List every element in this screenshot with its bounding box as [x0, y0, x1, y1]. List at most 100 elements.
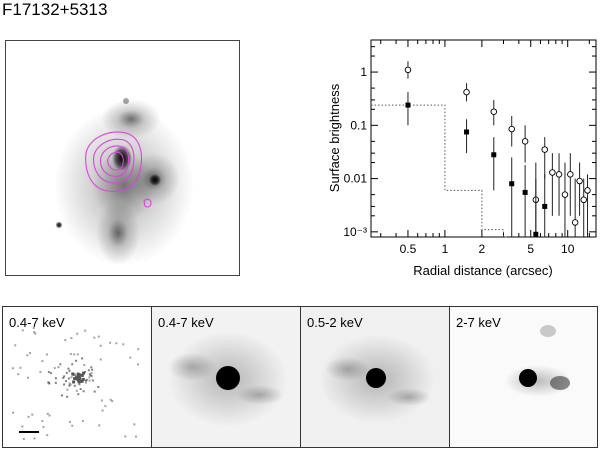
event-pixel	[41, 420, 44, 423]
event-pixel	[67, 377, 70, 380]
event-pixel	[99, 358, 102, 361]
event-pixel	[109, 341, 112, 344]
panel-divider	[300, 307, 301, 447]
event-pixel	[71, 424, 74, 427]
event-pixel	[33, 331, 36, 334]
event-pixel	[46, 412, 49, 415]
event-pixel	[22, 437, 25, 440]
event-pixel	[41, 360, 44, 363]
panel-label: 0.4-7 keV	[158, 315, 214, 330]
y-tick-label: 0.1	[350, 118, 367, 132]
radial-profile-plot: 0.5 1 2 5 10 1 0.1 0.01 10⁻³ Radial distance (ar…	[318, 30, 600, 282]
smoothed-image-soft	[301, 307, 449, 447]
event-pixel	[79, 378, 82, 381]
event-pixel	[14, 344, 17, 347]
event-pixel	[75, 359, 78, 362]
event-pixel	[104, 405, 107, 408]
event-pixel	[76, 332, 79, 335]
event-pixel	[32, 327, 35, 330]
event-pixel	[45, 353, 48, 356]
event-pixel	[73, 377, 77, 381]
event-pixel	[83, 364, 86, 367]
event-pixel	[69, 383, 72, 386]
event-pixel	[67, 367, 70, 370]
xray-panel-full-band: 0.4-7 keV	[152, 307, 300, 447]
event-pixel	[73, 384, 76, 387]
event-pixel	[59, 363, 62, 366]
data-point-open	[561, 191, 569, 198]
smoothed-image-full	[152, 307, 300, 447]
event-pixel	[66, 395, 69, 398]
event-pixel	[49, 372, 52, 375]
event-pixel	[11, 367, 14, 370]
panel-divider	[449, 307, 450, 447]
data-point-open	[490, 108, 498, 115]
event-pixel	[47, 381, 50, 384]
event-pixel	[81, 420, 84, 423]
event-pixel	[93, 390, 96, 393]
event-pixel	[75, 389, 78, 392]
event-pixel	[78, 376, 82, 380]
event-pixel	[26, 354, 29, 357]
event-pixel	[34, 332, 37, 335]
x-tick-label: 0.5	[400, 242, 417, 256]
event-pixel	[72, 380, 76, 384]
event-pixel	[88, 379, 91, 382]
event-pixel	[71, 372, 75, 376]
data-point-filled	[509, 181, 515, 187]
plot-frame	[370, 39, 597, 238]
data-point-open	[571, 219, 579, 226]
smoothed-image-hard	[450, 307, 597, 447]
event-pixel	[68, 369, 71, 372]
field-star	[55, 221, 63, 229]
event-pixel	[76, 377, 80, 381]
event-pixel	[74, 373, 77, 376]
event-pixel	[57, 366, 60, 369]
event-pixel	[137, 363, 140, 366]
event-pixel	[91, 368, 94, 371]
model-psf-line	[371, 104, 509, 238]
event-pixel	[129, 356, 132, 359]
xray-source	[366, 368, 386, 388]
event-pixel	[93, 336, 96, 339]
data-point-filled	[491, 152, 497, 158]
event-pixel	[81, 377, 85, 381]
panel-label: 0.5-2 keV	[307, 315, 363, 330]
event-pixel	[81, 357, 84, 360]
event-pixel	[70, 376, 73, 379]
panel-label: 2-7 keV	[456, 315, 501, 330]
event-pixel	[88, 376, 91, 379]
event-pixel	[47, 370, 50, 373]
event-pixel	[97, 335, 100, 338]
event-pixel	[84, 381, 87, 384]
x-axis-label: Radial distance (arcsec)	[413, 263, 552, 278]
panel-divider	[151, 307, 152, 447]
event-pixel	[80, 379, 84, 383]
event-pixel	[26, 376, 29, 379]
event-pixel	[79, 388, 82, 391]
data-point-filled	[522, 189, 528, 195]
data-point-open	[580, 196, 587, 204]
data-point-open	[541, 146, 548, 153]
event-pixel	[33, 437, 36, 440]
event-pixel	[78, 383, 81, 386]
event-pixel	[70, 337, 73, 340]
event-pixel	[71, 363, 74, 366]
panel-label: 0.4-7 keV	[9, 315, 65, 330]
data-point-open	[567, 171, 574, 178]
event-pixel	[76, 353, 79, 356]
event-pixel	[12, 411, 15, 414]
y-tick-label: 0.01	[344, 172, 368, 186]
optical-image-panel	[5, 40, 240, 276]
event-pixel	[90, 374, 93, 377]
event-pixel	[31, 413, 34, 416]
event-pixel	[68, 420, 71, 423]
event-pixel	[68, 382, 71, 385]
event-pixel	[82, 371, 86, 375]
xray-panel-raw: 0.4-7 keV	[3, 307, 151, 447]
optical-image	[54, 98, 194, 266]
event-pixel	[39, 371, 42, 374]
event-pixel	[100, 399, 103, 402]
event-pixel	[77, 373, 81, 377]
event-pixel	[134, 435, 137, 438]
